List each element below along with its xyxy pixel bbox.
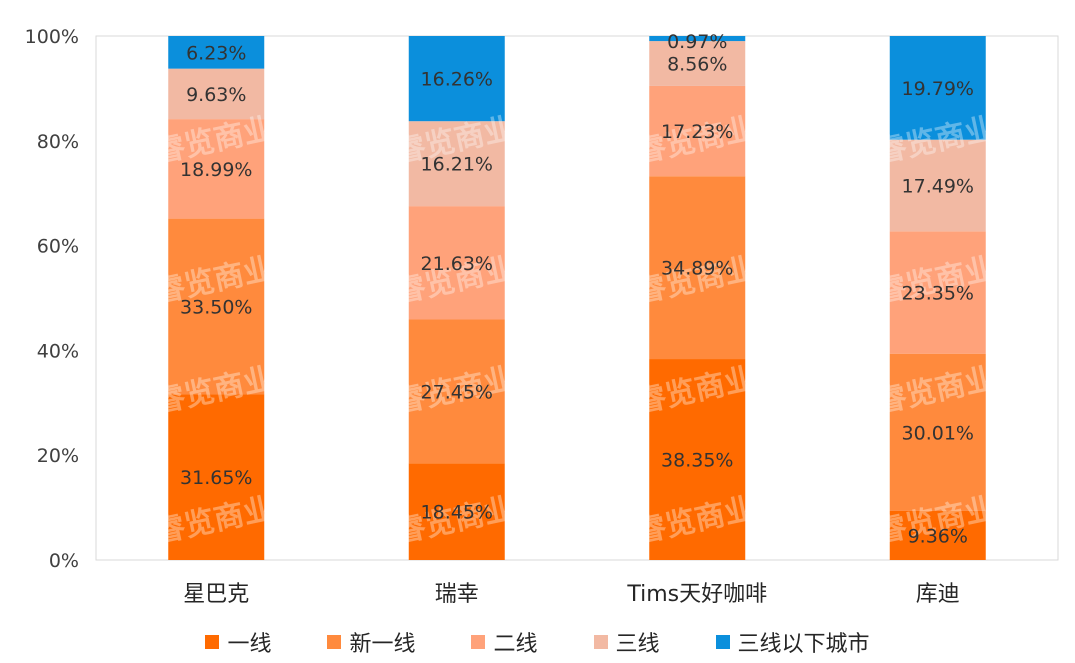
legend-swatch [205,635,220,649]
data-label: 27.45% [421,381,493,403]
x-category-label: 瑞幸 [435,582,479,607]
legend: 一线 新一线 二线 三线 三线以下城市 [0,626,1075,658]
bar-segment [889,353,986,511]
bar-segment [408,319,505,464]
data-label: 18.45% [421,502,493,524]
data-label: 34.89% [661,258,733,280]
data-label: 9.63% [186,84,246,106]
bar-segment [649,176,746,360]
x-category-label: 库迪 [916,582,960,607]
legend-swatch [593,635,608,649]
bar-segment [889,139,986,232]
y-tick-label: 100% [25,26,79,48]
bar-segment [649,36,746,42]
bar-segment [649,359,746,560]
data-label: 31.65% [180,467,252,489]
data-label: 9.36% [908,525,968,547]
bar-segment [408,463,505,560]
x-category-label: 星巴克 [183,582,249,607]
data-label: 30.01% [902,422,974,444]
legend-label: 一线 [227,632,272,657]
y-axis: 0% 20% 40% 60% 80% 100% [25,26,79,572]
legend-item: 一线 [205,626,271,658]
x-category-label: Tims天好咖啡 [626,582,767,607]
data-label: 23.35% [902,283,974,305]
bar-segment [408,206,505,320]
legend-label: 三线以下城市 [737,632,870,657]
data-label: 18.99% [180,159,252,181]
data-label: 21.63% [421,253,493,275]
bar-segment [168,119,265,219]
bar-segment [168,68,265,120]
legend-label: 二线 [493,632,538,657]
legend-label: 三线 [615,632,660,657]
data-label: 16.21% [421,154,493,176]
legend-item: 三线以下城市 [715,626,870,658]
y-tick-label: 0% [49,550,79,572]
data-label: 0.97% [667,31,727,53]
bars-group: 睿览商业睿览商业睿览商业睿览商业31.65%33.50%18.99%9.63%6… [152,31,998,560]
bar-segment [168,36,265,69]
y-tick-label: 80% [37,131,79,153]
data-label: 33.50% [180,296,252,318]
legend-swatch [327,635,342,649]
legend-item: 二线 [471,626,538,658]
bar-segment [168,394,265,560]
x-axis: 星巴克 瑞幸 Tims天好咖啡 库迪 [183,582,960,607]
legend-label: 新一线 [349,632,416,657]
data-label: 17.49% [902,176,974,198]
bar-segment [889,231,986,354]
legend-swatch [715,635,730,649]
data-label: 6.23% [186,42,246,64]
y-tick-label: 40% [37,340,79,362]
data-label: 16.26% [421,69,493,91]
y-tick-label: 60% [37,236,79,258]
legend-item: 新一线 [327,626,415,658]
bar-segment [889,510,986,560]
stacked-bar-chart: 0%20%40%60%80%100% 睿览商业睿览商业睿览商业睿览商业31.65… [25,26,1059,607]
bar-segment [168,218,265,395]
data-label: 19.79% [902,78,974,100]
data-label: 17.23% [661,121,733,143]
bar-segment [408,121,505,207]
data-label: 38.35% [661,450,733,472]
plot-area-border [95,35,1059,561]
data-label: 8.56% [667,54,727,76]
bar-segment [889,36,986,140]
bar-segment [408,36,505,122]
bar-segment [649,41,746,86]
y-tick-label: 20% [37,445,79,467]
bar-segment [649,85,746,177]
legend-item: 三线 [593,626,660,658]
legend-swatch [471,635,486,649]
